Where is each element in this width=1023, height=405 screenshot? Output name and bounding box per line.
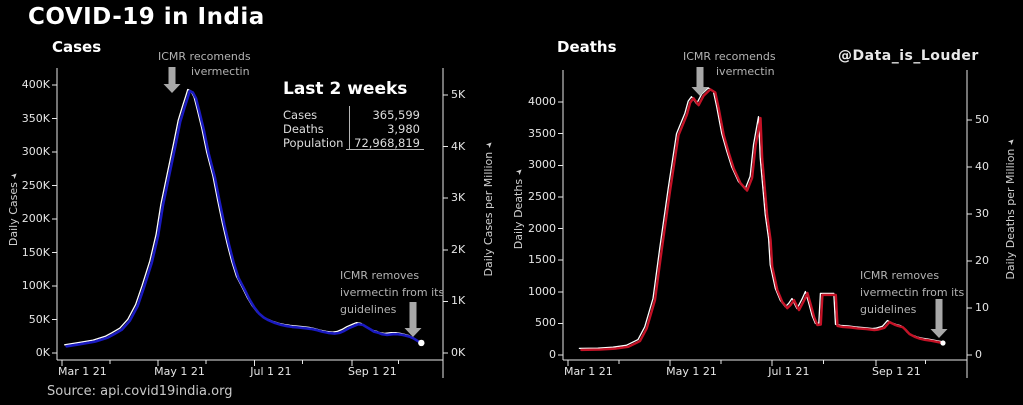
axis-direction-icon: ➤	[1005, 136, 1018, 148]
cases-right-axis-title: Daily Cases per Million ➤	[482, 139, 496, 277]
page-title: COVID-19 in India	[28, 4, 265, 30]
right-y-tick-label: 0K	[451, 346, 466, 359]
stats-row-value: 3,980	[387, 122, 420, 136]
annotation-removes-line2: ivermectin from its	[860, 286, 965, 299]
x-tick-label: Jul 1 21	[250, 365, 292, 378]
right-y-tick-label: 0	[975, 348, 982, 361]
series-end-dot	[940, 340, 946, 346]
right-y-tick-label: 30	[975, 207, 989, 220]
cases-chart	[52, 68, 448, 378]
y-tick-label: 500	[535, 316, 556, 330]
x-tick-label: Sep 1 21	[347, 365, 397, 378]
x-tick-label: Sep 1 21	[872, 365, 921, 378]
y-tick-label: 300K	[21, 145, 50, 158]
credit-handle: @Data_is_Louder	[838, 48, 979, 64]
annotation-arrow-icon	[404, 302, 422, 337]
axis-direction-icon: ➤	[483, 139, 496, 151]
right-y-tick-label: 5K	[451, 88, 466, 101]
stats-underline	[346, 149, 424, 150]
x-tick-label: Mar 1 21	[58, 365, 107, 378]
y-tick-label: 250K	[21, 178, 50, 192]
annotation-arrow-icon	[930, 299, 948, 338]
right-y-tick-label: 2K	[451, 242, 466, 256]
stats-row-label: Deaths	[283, 122, 324, 136]
y-tick-label: 0	[549, 348, 556, 361]
x-tick-label: Jul 1 21	[768, 365, 810, 378]
stats-row-value: 72,968,819	[354, 136, 420, 150]
cases-chart-title: Cases	[52, 38, 102, 56]
y-tick-label: 4000	[528, 95, 556, 108]
y-tick-label: 400K	[21, 78, 50, 91]
annotation-removes-line3: guidelines	[860, 303, 917, 316]
annotation-recommends-line1: ICMR recomends	[683, 50, 776, 63]
y-tick-label: 100K	[21, 279, 50, 292]
y-tick-label: 3500	[528, 126, 556, 140]
annotation-recommends-line2: ivermectin	[716, 65, 775, 78]
x-tick-label: May 1 21	[666, 365, 717, 378]
annotation-recommends-line2: ivermectin	[191, 65, 250, 78]
right-y-tick-label: 1K	[451, 294, 466, 308]
stats-row-label: Population	[283, 136, 344, 150]
annotation-removes-line2: ivermectin from its	[340, 286, 445, 299]
y-tick-label: 2000	[528, 221, 556, 235]
annotation-arrow-icon	[163, 67, 181, 93]
annotation-arrow-icon	[691, 67, 709, 96]
annotation-recommends-line1: ICMR recomends	[158, 50, 251, 63]
cases-line	[65, 89, 423, 348]
right-y-tick-label: 4K	[451, 139, 466, 153]
deaths-left-axis-title: Daily Deaths ➤	[512, 166, 526, 250]
stats-divider	[349, 106, 350, 149]
stats-panel-title: Last 2 weeks	[283, 79, 408, 99]
y-tick-label: 350K	[21, 111, 50, 125]
annotation-removes-line1: ICMR removes	[860, 269, 940, 282]
y-tick-label: 50K	[28, 312, 50, 326]
x-tick-label: Mar 1 21	[564, 365, 613, 378]
right-y-tick-label: 3K	[451, 191, 466, 205]
x-tick-label: May 1 21	[154, 365, 205, 378]
y-tick-label: 200K	[21, 212, 50, 225]
y-tick-label: 3000	[528, 158, 556, 172]
source-text: Source: api.covid19india.org	[47, 384, 233, 399]
y-tick-label: 2500	[528, 189, 556, 203]
y-tick-label: 1500	[528, 253, 556, 267]
deaths-chart	[558, 70, 972, 378]
series-end-dot	[418, 339, 425, 347]
right-y-tick-label: 20	[975, 254, 989, 267]
right-y-tick-label: 10	[975, 301, 989, 314]
right-y-tick-label: 40	[975, 160, 989, 173]
right-y-tick-label: 50	[975, 113, 989, 126]
annotation-removes-line1: ICMR removes	[340, 269, 420, 282]
y-tick-label: 0K	[35, 346, 50, 359]
deaths-right-axis-title: Daily Deaths per Million ➤	[1004, 136, 1018, 280]
stats-row-label: Cases	[283, 108, 318, 122]
y-tick-label: 150K	[21, 245, 50, 259]
y-tick-label: 1000	[528, 284, 556, 298]
stats-row-value: 365,599	[372, 108, 420, 122]
deaths-chart-title: Deaths	[557, 38, 617, 56]
deaths-line	[580, 88, 945, 352]
annotation-removes-line3: guidelines	[340, 303, 397, 316]
